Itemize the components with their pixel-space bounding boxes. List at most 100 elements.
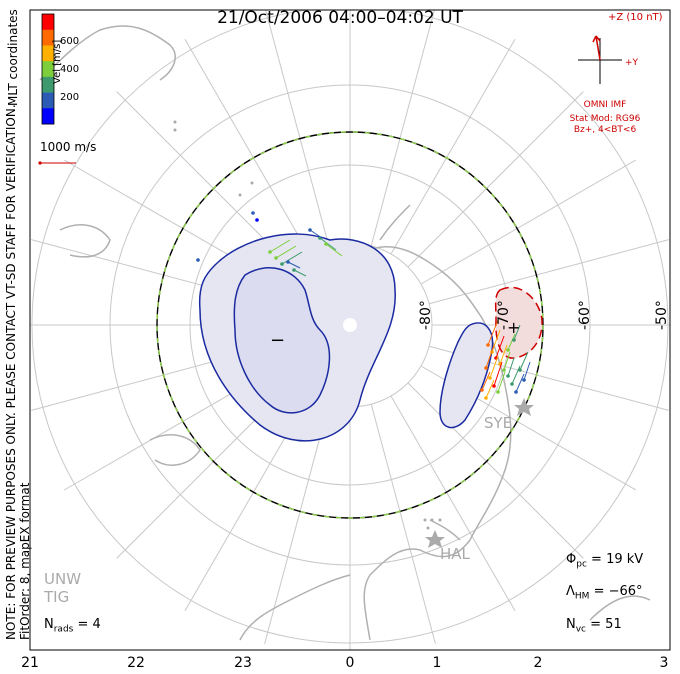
velocity-vector-origin xyxy=(484,396,488,400)
lat-label-60: -60° xyxy=(577,300,593,330)
velocity-vector xyxy=(275,245,297,259)
velocity-vector xyxy=(507,333,516,351)
velocity-vector xyxy=(287,261,301,269)
mlt-meridian xyxy=(429,239,669,305)
velocity-vector xyxy=(319,237,337,251)
velocity-vector xyxy=(487,319,499,346)
velocity-vector-origin xyxy=(286,260,290,264)
velocity-vector-origin xyxy=(502,368,506,372)
mlt-meridian xyxy=(264,404,330,644)
velocity-vector xyxy=(281,251,303,265)
colorbar-swatch xyxy=(42,29,54,46)
velocity-vector-origin xyxy=(480,388,484,392)
velocity-vector xyxy=(515,373,525,393)
mlt-meridian xyxy=(390,395,516,612)
imf-y-label: +Y xyxy=(625,58,639,68)
lat-label-80: -80° xyxy=(418,300,434,330)
velocity-vector-origin xyxy=(308,228,312,232)
negative-cell-east xyxy=(439,322,494,429)
min-potential-marker: − xyxy=(270,330,285,351)
velocity-vector-origin xyxy=(496,390,500,394)
stat-lambda-hm: ΛHM = −66° xyxy=(566,584,643,602)
velocity-vector xyxy=(293,269,307,277)
stat-nvc-symbol: N xyxy=(566,617,576,632)
colorbar-border xyxy=(41,13,55,125)
stat-n-rads: Nrads = 4 xyxy=(44,617,101,635)
velocity-vector xyxy=(497,371,506,393)
mlt-meridian xyxy=(420,159,637,285)
antarctic-coastline xyxy=(39,25,651,641)
coord-system-label: MLT coordinates xyxy=(6,9,20,106)
mlt-tick-2: 2 xyxy=(533,655,543,671)
hmb-boundary-dash xyxy=(156,131,544,519)
velocity-vector-origin xyxy=(488,376,492,380)
velocity-vector-origin xyxy=(522,378,526,382)
velocity-vector-origin xyxy=(486,343,490,347)
stat-nvc-sub: vc xyxy=(575,624,587,635)
velocity-vector-origin xyxy=(255,218,259,222)
preview-note-line1: NOTE: FOR PREVIEW PURPOSES ONLY. PLEASE … xyxy=(4,104,18,640)
velocity-vector xyxy=(513,324,521,341)
stat-phi-value: = 19 kV xyxy=(591,552,644,567)
mlt-tick-23: 23 xyxy=(234,655,252,671)
positive-cell xyxy=(494,286,543,359)
velocity-vector-origin xyxy=(280,262,284,266)
pole-marker xyxy=(343,318,357,332)
velocity-vector xyxy=(325,243,343,257)
velocity-vector xyxy=(503,351,511,371)
imf-source: OMNI IMF xyxy=(583,100,627,110)
map-frame xyxy=(29,9,671,651)
mlt-tick-1: 1 xyxy=(432,655,442,671)
station-hal: HAL xyxy=(440,545,470,563)
velocity-vector xyxy=(489,355,499,379)
velocity-vector-origin xyxy=(251,211,255,215)
colorbar-swatch xyxy=(42,76,54,94)
mlt-meridian xyxy=(390,38,516,255)
stat-model-line1: Stat Mod: RG96 xyxy=(569,114,641,124)
station-tig: TIG xyxy=(44,588,70,606)
reference-vector-label: 1000 m/s xyxy=(40,140,97,154)
velocity-vector xyxy=(499,344,508,365)
stat-lambda-value: = −66° xyxy=(593,584,643,599)
velocity-vector-origin xyxy=(510,382,514,386)
colorbar-swatch xyxy=(42,45,54,62)
stat-lambda-sub: HM xyxy=(574,591,590,602)
stat-n-vc: Nvc = 51 xyxy=(566,617,622,635)
velocity-vector-origin xyxy=(484,366,488,370)
mlt-tick-3: 3 xyxy=(659,655,669,671)
colorbar-tick-400: 400 xyxy=(60,64,80,75)
velocity-vector xyxy=(485,344,495,369)
stat-phi-symbol: Φ xyxy=(566,552,577,567)
colorbar-swatch xyxy=(42,61,54,78)
station-sye: SYE xyxy=(484,414,513,432)
colorbar-tick-200: 200 xyxy=(60,92,80,103)
stat-nrads-symbol: N xyxy=(44,617,54,632)
stat-phi-sub: pc xyxy=(576,559,587,570)
velocity-vector-origin xyxy=(268,250,272,254)
velocity-vectors xyxy=(196,211,531,400)
mlt-tick-22: 22 xyxy=(127,655,145,671)
stat-nvc-value: = 51 xyxy=(590,617,622,632)
velocity-vector-origin xyxy=(506,348,510,352)
velocity-vector-origin xyxy=(292,268,296,272)
stat-phi-pc: Φpc = 19 kV xyxy=(566,552,643,570)
velocity-vector-origin xyxy=(196,258,200,262)
mlt-tick-21: 21 xyxy=(21,655,39,671)
colorbar-tick-600: 600 xyxy=(60,36,80,47)
mlt-meridian xyxy=(265,10,330,246)
imf-dial xyxy=(578,35,622,84)
velocity-vector xyxy=(523,361,531,381)
mlt-meridian xyxy=(407,91,584,268)
station-markers xyxy=(173,120,534,548)
velocity-colorbar xyxy=(41,13,55,125)
mlt-meridian xyxy=(184,38,310,255)
mlt-tick-0: 0 xyxy=(345,655,355,671)
stat-nrads-sub: rads xyxy=(53,624,74,635)
velocity-vector-origin xyxy=(274,256,278,260)
velocity-vector xyxy=(507,357,515,377)
stat-model-line2: Bz+, 4<BT<6 xyxy=(573,125,637,135)
velocity-vector xyxy=(495,335,505,359)
velocity-vector xyxy=(485,379,495,399)
colorbar-swatch xyxy=(42,14,54,31)
